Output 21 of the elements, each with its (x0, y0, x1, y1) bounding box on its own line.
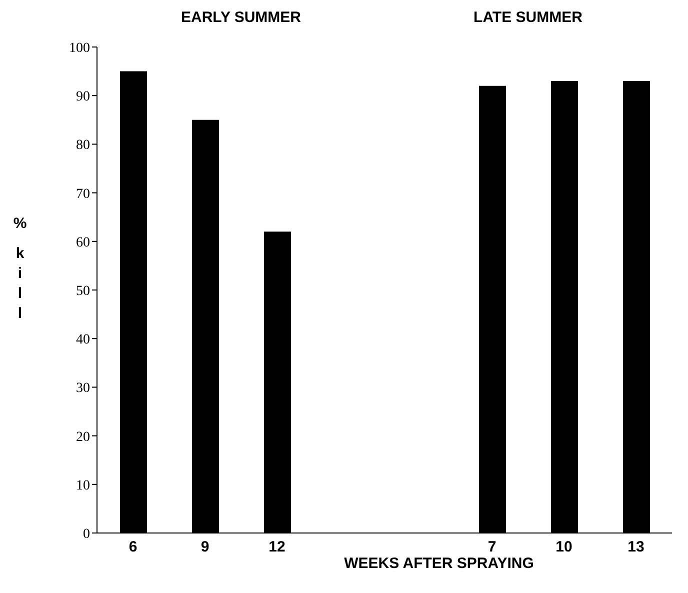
x-tick-label: 10 (556, 538, 572, 556)
x-axis-title: WEEKS AFTER SPRAYING (343, 555, 535, 572)
y-tick-label: 50 (76, 284, 90, 299)
y-tick-label: 70 (76, 186, 90, 202)
x-tick-label: 9 (200, 538, 210, 556)
y-tick-label: 40 (76, 332, 90, 348)
y-tick-label: 80 (76, 138, 90, 154)
y-tick-label: 90 (76, 90, 90, 105)
x-tick-label: 13 (628, 538, 644, 556)
y-tick-label: 0 (83, 526, 90, 542)
x-tick-label: 7 (488, 538, 496, 556)
y-axis-title: % kill (13, 215, 27, 322)
y-tick-label: 30 (76, 381, 90, 396)
y-tick-label: 100 (69, 40, 90, 56)
y-tick-label: 60 (76, 235, 90, 250)
x-tick-label: 12 (268, 538, 286, 556)
y-tick-label: 10 (76, 478, 90, 494)
chart-title: LATE SUMMER (472, 9, 584, 26)
x-tick-label: 6 (128, 538, 138, 556)
y-tick-label: 20 (76, 430, 90, 445)
chart-title: EARLY SUMMER (180, 9, 302, 26)
